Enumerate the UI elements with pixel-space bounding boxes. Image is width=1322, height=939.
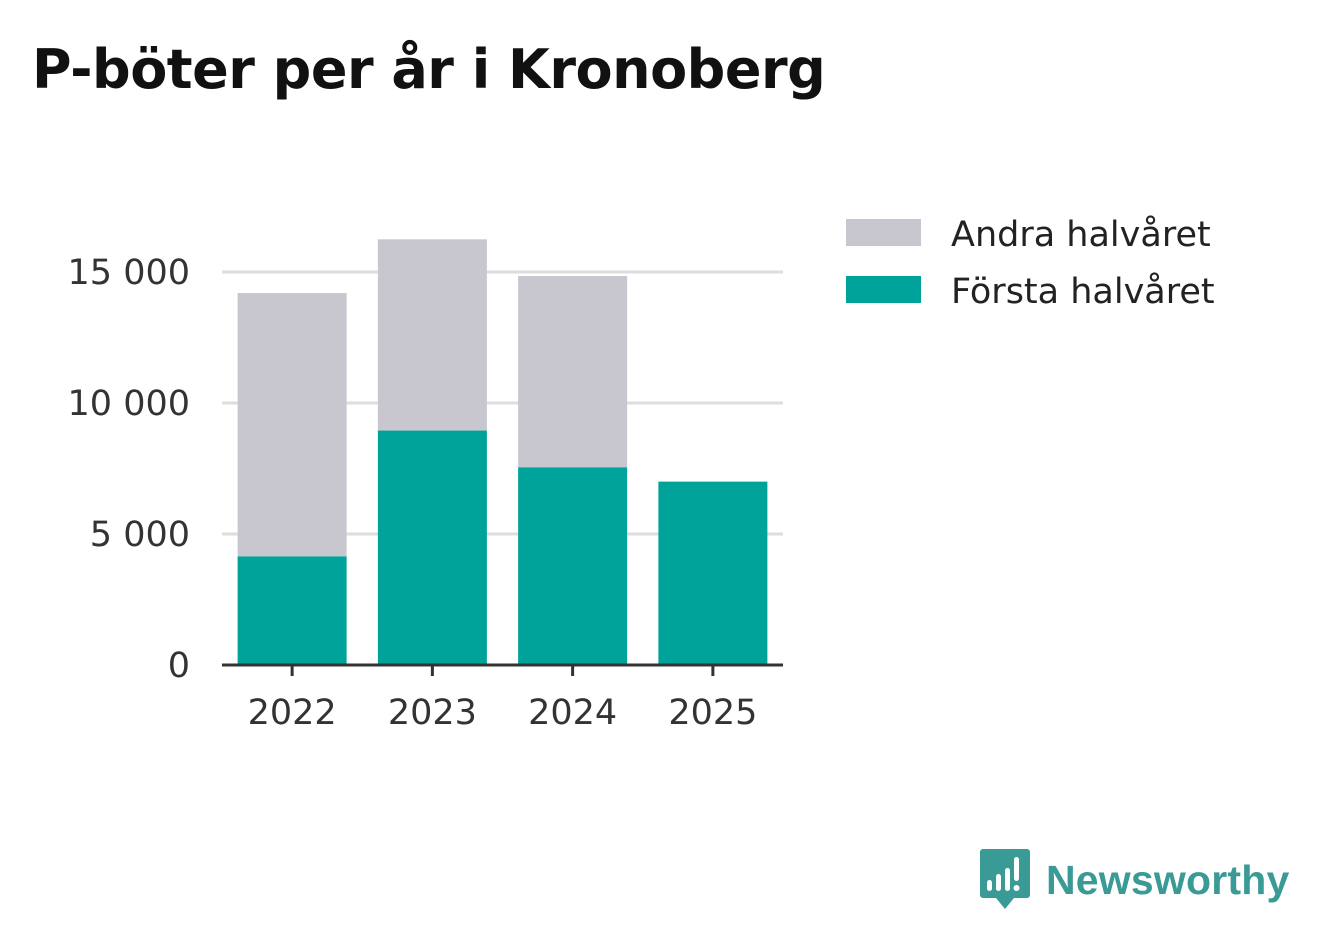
bar-segment-forsta-2024 bbox=[518, 467, 628, 665]
x-tick-label: 2024 bbox=[528, 693, 617, 733]
legend-swatch bbox=[846, 276, 921, 303]
bar-segment-forsta-2023 bbox=[377, 430, 487, 665]
y-tick-label: 10 000 bbox=[68, 384, 190, 424]
brand: Newsworthy bbox=[980, 848, 1290, 912]
bar-segment-andra-2024 bbox=[518, 275, 628, 468]
x-tick-label: 2022 bbox=[248, 693, 337, 733]
brand-name: Newsworthy bbox=[1046, 856, 1290, 903]
x-tick-label: 2023 bbox=[388, 693, 477, 733]
legend-swatch bbox=[846, 219, 921, 246]
y-tick-label: 15 000 bbox=[68, 253, 190, 293]
legend-label: Första halvåret bbox=[951, 271, 1215, 312]
x-tick-label: 2025 bbox=[668, 693, 757, 733]
bars bbox=[237, 239, 768, 665]
chart-title: P-böter per år i Kronoberg bbox=[32, 38, 826, 101]
legend-label: Andra halvåret bbox=[951, 214, 1211, 255]
legend: Andra halvåret Första halvåret bbox=[846, 214, 1215, 312]
axes: 0 5 000 10 000 15 000 2022 2023 2024 2025 bbox=[68, 253, 783, 733]
bar-segment-andra-2022 bbox=[237, 293, 347, 557]
y-tick-label: 5 000 bbox=[90, 515, 190, 555]
newsworthy-logo-icon bbox=[980, 849, 1030, 909]
y-tick-label: 0 bbox=[168, 646, 190, 686]
bar-segment-andra-2023 bbox=[377, 239, 487, 431]
bar-segment-forsta-2022 bbox=[237, 556, 347, 665]
bar-segment-forsta-2025 bbox=[658, 481, 768, 665]
